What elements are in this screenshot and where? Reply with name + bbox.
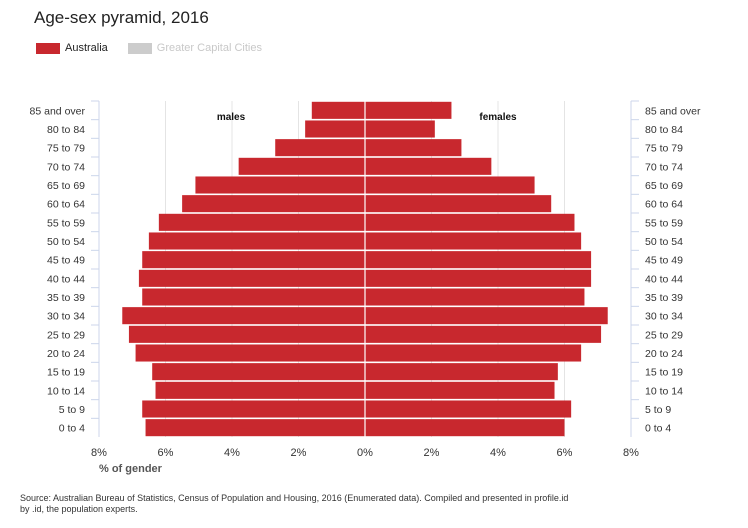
category-label-left-12: 60 to 64 xyxy=(47,199,85,211)
bar-males-10 xyxy=(148,232,365,250)
category-label-right-9: 45 to 49 xyxy=(645,255,683,267)
legend-item-australia[interactable]: Australia xyxy=(36,42,108,54)
bar-females-10 xyxy=(365,232,582,250)
bar-males-12 xyxy=(182,195,365,213)
bar-females-16 xyxy=(365,120,435,138)
bar-males-0 xyxy=(145,419,365,437)
category-label-left-8: 40 to 44 xyxy=(47,273,85,285)
legend-swatch-australia xyxy=(36,42,60,54)
category-label-left-13: 65 to 69 xyxy=(47,180,85,192)
category-label-left-16: 80 to 84 xyxy=(47,124,85,136)
bar-females-2 xyxy=(365,381,555,399)
x-tick-label-3: 2% xyxy=(291,447,307,459)
x-tick-label-7: 6% xyxy=(557,447,573,459)
bar-females-9 xyxy=(365,251,592,269)
category-label-right-13: 65 to 69 xyxy=(645,180,683,192)
bar-males-13 xyxy=(195,176,365,194)
category-label-left-1: 5 to 9 xyxy=(59,404,85,416)
x-tick-label-6: 4% xyxy=(490,447,506,459)
category-label-right-8: 40 to 44 xyxy=(645,273,683,285)
category-label-left-5: 25 to 29 xyxy=(47,329,85,341)
side-label-males: males xyxy=(217,112,246,123)
bar-males-6 xyxy=(122,307,366,325)
category-label-right-2: 10 to 14 xyxy=(645,385,683,397)
bar-males-5 xyxy=(128,325,365,343)
legend: Australia Greater Capital Cities xyxy=(36,42,282,54)
category-label-right-17: 85 and over xyxy=(645,105,701,117)
x-tick-label-4: 0% xyxy=(357,447,373,459)
bar-males-1 xyxy=(142,400,365,418)
category-label-left-10: 50 to 54 xyxy=(47,236,85,248)
category-label-left-15: 75 to 79 xyxy=(47,143,85,155)
legend-item-greater-capital-cities[interactable]: Greater Capital Cities xyxy=(127,42,262,54)
category-label-left-6: 30 to 34 xyxy=(47,311,85,323)
legend-label-greater-capital-cities: Greater Capital Cities xyxy=(156,42,262,54)
category-label-right-0: 0 to 4 xyxy=(645,423,671,435)
x-tick-label-8: 8% xyxy=(623,447,639,459)
category-label-right-16: 80 to 84 xyxy=(645,124,683,136)
pyramid-chart: 0 to 4 0 to 4 5 to 9 5 to 9 10 to 14 10 to 14… xyxy=(30,100,701,475)
x-tick-label-1: 6% xyxy=(158,447,174,459)
category-label-left-14: 70 to 74 xyxy=(47,161,85,173)
bar-females-6 xyxy=(365,307,608,325)
bar-females-17 xyxy=(365,101,452,119)
category-label-right-14: 70 to 74 xyxy=(645,161,683,173)
category-label-right-7: 35 to 39 xyxy=(645,292,683,304)
source-note: Source: Australian Bureau of Statistics,… xyxy=(20,493,569,514)
category-label-left-0: 0 to 4 xyxy=(59,423,85,435)
category-label-right-15: 75 to 79 xyxy=(645,143,683,155)
bar-males-2 xyxy=(155,381,365,399)
bar-females-1 xyxy=(365,400,572,418)
category-label-right-5: 25 to 29 xyxy=(645,329,683,341)
side-label-females: females xyxy=(479,112,517,123)
legend-label-australia: Australia xyxy=(65,42,108,54)
chart-title: Age-sex pyramid, 2016 xyxy=(34,8,209,27)
category-label-right-10: 50 to 54 xyxy=(645,236,683,248)
category-label-right-4: 20 to 24 xyxy=(645,348,683,360)
bar-males-4 xyxy=(135,344,365,362)
category-label-left-4: 20 to 24 xyxy=(47,348,85,360)
bar-males-14 xyxy=(238,157,365,175)
bar-males-7 xyxy=(142,288,365,306)
x-tick-label-5: 2% xyxy=(424,447,440,459)
bar-females-0 xyxy=(365,419,565,437)
x-axis-title: % of gender xyxy=(99,463,163,475)
category-label-right-1: 5 to 9 xyxy=(645,404,671,416)
bar-males-15 xyxy=(275,139,365,157)
category-label-left-7: 35 to 39 xyxy=(47,292,85,304)
bar-females-15 xyxy=(365,139,462,157)
bar-females-5 xyxy=(365,325,602,343)
bar-females-3 xyxy=(365,363,558,381)
bar-males-16 xyxy=(305,120,365,138)
bar-females-4 xyxy=(365,344,582,362)
category-label-left-3: 15 to 19 xyxy=(47,367,85,379)
bar-males-3 xyxy=(152,363,365,381)
category-label-right-6: 30 to 34 xyxy=(645,311,683,323)
bar-females-7 xyxy=(365,288,585,306)
category-label-left-9: 45 to 49 xyxy=(47,255,85,267)
bar-females-13 xyxy=(365,176,535,194)
category-label-right-12: 60 to 64 xyxy=(645,199,683,211)
bar-females-14 xyxy=(365,157,492,175)
bar-males-9 xyxy=(142,251,365,269)
legend-swatch-greater-capital-cities xyxy=(127,42,152,54)
category-label-right-11: 55 to 59 xyxy=(645,217,683,229)
bar-females-8 xyxy=(365,269,592,287)
category-label-left-17: 85 and over xyxy=(30,105,86,117)
bar-males-11 xyxy=(158,213,365,231)
bar-males-17 xyxy=(311,101,365,119)
bar-females-12 xyxy=(365,195,552,213)
category-label-left-2: 10 to 14 xyxy=(47,385,85,397)
x-tick-label-0: 8% xyxy=(91,447,107,459)
bar-females-11 xyxy=(365,213,575,231)
x-tick-label-2: 4% xyxy=(224,447,240,459)
category-label-left-11: 55 to 59 xyxy=(47,217,85,229)
category-label-right-3: 15 to 19 xyxy=(645,367,683,379)
bar-males-8 xyxy=(138,269,365,287)
